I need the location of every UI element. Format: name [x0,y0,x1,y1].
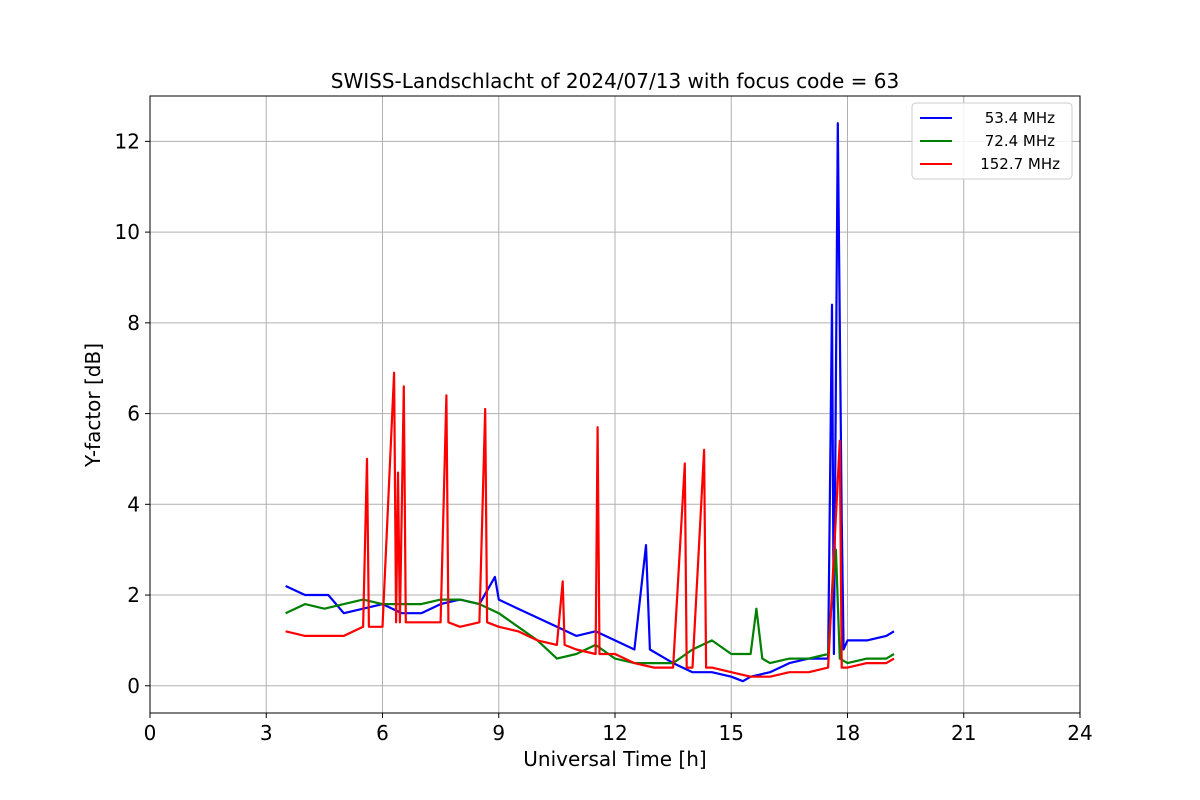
x-axis-ticks: 0 3 6 9 12 15 18 21 24 [144,713,1093,745]
x-tick-label: 0 [144,721,157,745]
gridlines [149,96,1081,713]
y-tick-label: 4 [127,492,140,516]
y-tick-label: 6 [127,402,140,426]
y-tick-label: 12 [115,129,140,153]
series-line-152-7-mhz [285,371,895,678]
chart-title: SWISS-Landschlacht of 2024/07/13 with fo… [331,69,899,93]
y-axis-label: Y-factor [dB] [81,343,105,468]
x-tick-label: 6 [376,721,389,745]
legend-label-72-4: 72.4 MHz [985,132,1055,150]
x-axis-label: Universal Time [h] [523,747,706,771]
y-tick-label: 2 [127,583,140,607]
legend: 53.4 MHz 72.4 MHz 152.7 MHz [911,102,1073,180]
x-tick-label: 15 [719,721,744,745]
legend-label-152-7: 152.7 MHz [980,155,1060,173]
plot-area [285,122,895,683]
x-tick-label: 18 [835,721,860,745]
y-tick-label: 0 [127,674,140,698]
series-line-53-4-mhz [285,122,895,683]
x-tick-label: 21 [951,721,976,745]
legend-label-53-4: 53.4 MHz [985,109,1055,127]
y-tick-label: 10 [115,220,140,244]
x-tick-label: 12 [602,721,627,745]
y-tick-label: 8 [127,311,140,335]
x-tick-label: 3 [260,721,273,745]
y-axis-ticks: 0 2 4 6 8 10 12 [115,129,150,698]
x-tick-label: 24 [1067,721,1092,745]
x-tick-label: 9 [492,721,505,745]
